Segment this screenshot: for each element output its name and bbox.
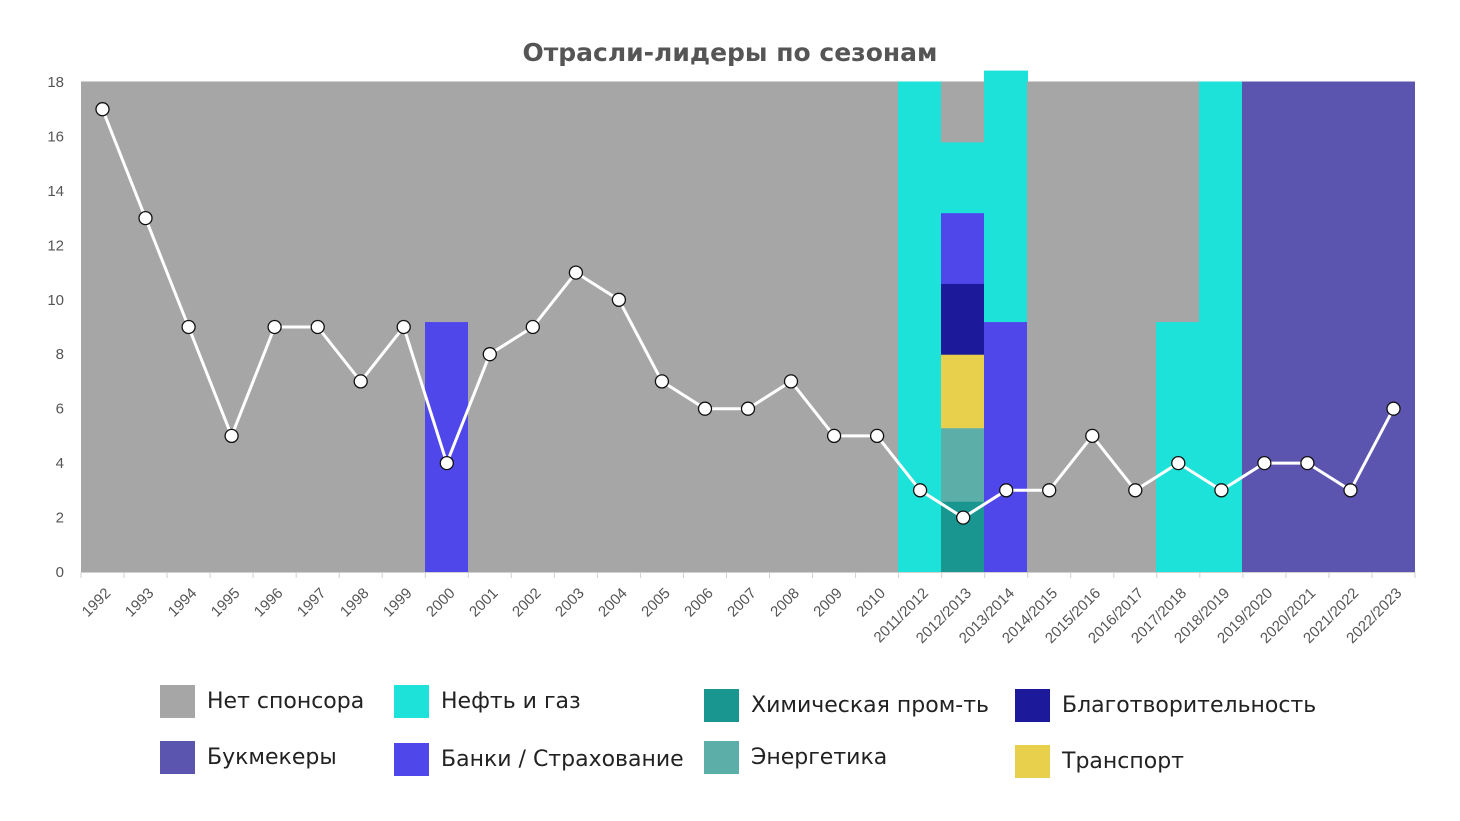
column-segment-none bbox=[1070, 81, 1114, 573]
data-point bbox=[1171, 455, 1186, 471]
y-axis: 0 2 4 6 8 10 12 14 16 18 bbox=[47, 74, 64, 581]
data-point bbox=[181, 319, 196, 335]
data-point bbox=[568, 265, 584, 280]
x-tick-label: 1997 bbox=[294, 585, 330, 621]
x-tick-label: 1998 bbox=[337, 585, 373, 621]
x-tick-label: 1992 bbox=[79, 585, 115, 621]
data-point bbox=[267, 319, 282, 335]
column-segment-none bbox=[124, 81, 168, 573]
y-tick-label: 16 bbox=[47, 128, 64, 145]
y-tick-label: 4 bbox=[56, 455, 64, 472]
data-point bbox=[697, 401, 713, 416]
column-segment-charity bbox=[941, 282, 985, 355]
column-segment-none bbox=[726, 81, 770, 573]
x-tick-label: 2001 bbox=[466, 585, 502, 621]
data-point bbox=[956, 510, 971, 525]
data-point bbox=[1386, 401, 1401, 416]
column-segment-banks bbox=[984, 321, 1028, 573]
data-point bbox=[1300, 455, 1315, 471]
data-point bbox=[783, 374, 799, 389]
column-segment-none bbox=[683, 81, 727, 573]
column-segment-banks bbox=[941, 212, 985, 284]
x-tick-label: 2008 bbox=[767, 585, 803, 621]
column-segment-none bbox=[210, 81, 254, 573]
column-segment-oil bbox=[1156, 321, 1200, 573]
x-tick-label: 1994 bbox=[165, 585, 201, 621]
column-segment-none bbox=[1113, 81, 1157, 573]
column-segment-bookmakers bbox=[1285, 81, 1329, 573]
data-point bbox=[353, 374, 368, 389]
column-segment-none bbox=[554, 81, 598, 573]
data-point bbox=[1128, 483, 1143, 498]
series-line bbox=[95, 102, 1401, 525]
data-point bbox=[310, 319, 325, 335]
data-point bbox=[1343, 483, 1358, 498]
data-point bbox=[999, 483, 1014, 498]
column-segment-none bbox=[1027, 81, 1071, 573]
data-point bbox=[1042, 483, 1057, 498]
column-segment-bookmakers bbox=[1371, 81, 1415, 573]
x-tick-label: 1995 bbox=[208, 585, 244, 621]
data-point bbox=[95, 102, 110, 117]
column-segment-none bbox=[425, 81, 469, 323]
column-segment-none bbox=[1156, 81, 1200, 323]
x-tick-label: 2006 bbox=[681, 585, 717, 621]
x-tick-label: 1999 bbox=[380, 585, 416, 621]
data-point bbox=[1214, 483, 1229, 498]
x-tick-label: 2007 bbox=[724, 585, 760, 621]
column-segment-transport bbox=[941, 353, 985, 429]
x-tick-label: 2000 bbox=[423, 585, 459, 621]
column-segment-none bbox=[941, 81, 985, 143]
y-tick-label: 10 bbox=[47, 292, 64, 309]
column-segment-energy bbox=[941, 427, 985, 502]
data-point bbox=[611, 292, 627, 307]
plot-background bbox=[81, 70, 1415, 573]
column-segment-bookmakers bbox=[1242, 81, 1286, 573]
x-tick-label: 2010 bbox=[853, 585, 889, 621]
column-segment-none bbox=[769, 81, 813, 573]
y-tick-label: 18 bbox=[47, 74, 64, 91]
x-tick-label: 2009 bbox=[810, 585, 846, 621]
data-point bbox=[826, 428, 842, 444]
x-tick-label: 2002 bbox=[509, 585, 545, 621]
data-point bbox=[654, 374, 670, 389]
chart-title: Отрасли-лидеры по сезонам bbox=[523, 38, 938, 67]
column-segment-none bbox=[812, 81, 856, 573]
y-tick-label: 2 bbox=[56, 510, 64, 527]
data-point bbox=[525, 319, 540, 335]
data-point bbox=[869, 428, 885, 444]
y-tick-label: 0 bbox=[56, 564, 64, 581]
data-point bbox=[1085, 428, 1100, 444]
x-tick-label: 2005 bbox=[638, 585, 674, 621]
column-segment-bookmakers bbox=[1328, 81, 1372, 573]
x-axis: 1992 1993 1994 1995 1996 1997 1998 1999 2000 2001… bbox=[79, 572, 1416, 647]
data-point bbox=[740, 401, 756, 416]
column-segment-none bbox=[81, 81, 125, 573]
y-tick-label: 14 bbox=[47, 183, 64, 200]
data-point bbox=[482, 347, 497, 362]
column-segment-none bbox=[468, 81, 512, 573]
column-segment-oil bbox=[1199, 81, 1243, 573]
x-tick-label: 2003 bbox=[552, 585, 588, 621]
y-tick-label: 8 bbox=[56, 346, 64, 363]
column-segment-none bbox=[640, 81, 684, 573]
y-tick-label: 12 bbox=[47, 237, 64, 254]
data-point bbox=[912, 483, 928, 498]
data-point bbox=[1257, 455, 1272, 471]
data-point bbox=[439, 455, 454, 471]
column-segment-oil bbox=[984, 70, 1028, 323]
column-segment-oil bbox=[941, 141, 985, 214]
column-segment-banks bbox=[425, 321, 469, 573]
x-tick-label: 2004 bbox=[595, 585, 631, 621]
x-tick-label: 1996 bbox=[251, 585, 287, 621]
data-point bbox=[138, 210, 153, 226]
column-segment-none bbox=[339, 81, 383, 573]
x-tick-label: 1993 bbox=[122, 585, 158, 621]
data-point bbox=[396, 319, 411, 335]
column-segment-none bbox=[855, 81, 899, 573]
data-point bbox=[224, 428, 239, 444]
y-tick-label: 6 bbox=[56, 401, 64, 418]
